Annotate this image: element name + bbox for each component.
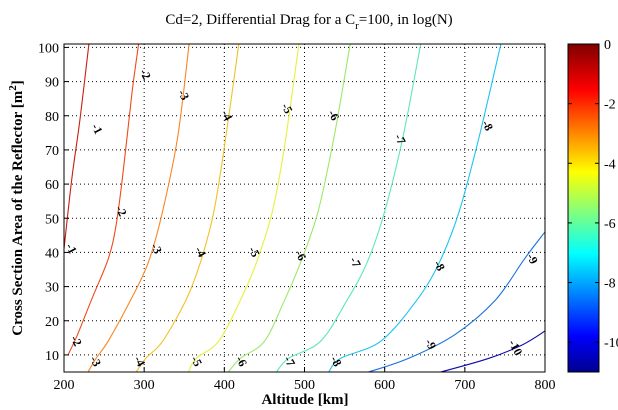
contour-line-neg5 bbox=[187, 44, 300, 372]
contour-lines bbox=[64, 44, 545, 372]
contour-line-neg4 bbox=[135, 44, 240, 372]
colorbar bbox=[567, 43, 600, 373]
contour-line-neg8 bbox=[328, 44, 502, 372]
contour-line-neg3 bbox=[87, 44, 190, 372]
x-tick-label: 300 bbox=[134, 378, 155, 393]
contour-line-neg10 bbox=[440, 330, 545, 372]
y-tick-label: 90 bbox=[45, 76, 59, 91]
x-ticks: 200 300 400 500 600 700 800 bbox=[54, 367, 556, 393]
colorbar-tick-label: -4 bbox=[604, 157, 616, 172]
colorbar-tick-label: 0 bbox=[604, 38, 611, 53]
x-tick-label: 200 bbox=[54, 378, 75, 393]
y-axis-label: Cross Section Area of the Reflector [m2] bbox=[7, 80, 26, 335]
y-tick-label: 30 bbox=[45, 281, 59, 296]
colorbar-tick-label: -10 bbox=[604, 336, 618, 351]
chart-title: Cd=2, Differential Drag for a Cr=100, in… bbox=[165, 12, 452, 32]
y-tick-label: 20 bbox=[45, 315, 59, 330]
colorbar-tick-label: -2 bbox=[604, 98, 616, 113]
contour-label: -10 bbox=[506, 337, 526, 358]
y-tick-label: 10 bbox=[45, 349, 59, 364]
x-tick-label: 500 bbox=[294, 378, 315, 393]
y-tick-label: 70 bbox=[45, 144, 59, 159]
x-tick-label: 800 bbox=[535, 378, 556, 393]
colorbar-tick-label: -8 bbox=[604, 277, 616, 292]
contour-line-neg6 bbox=[227, 44, 351, 372]
colorbar-tick-label: -6 bbox=[604, 217, 616, 232]
x-tick-label: 400 bbox=[214, 378, 235, 393]
y-ticks: 10 20 30 40 50 60 70 80 90 100 bbox=[38, 41, 69, 364]
grid-lines bbox=[64, 44, 545, 372]
y-tick-label: 40 bbox=[45, 246, 59, 261]
x-tick-label: 700 bbox=[454, 378, 475, 393]
y-tick-label: 60 bbox=[45, 178, 59, 193]
x-tick-label: 600 bbox=[374, 378, 395, 393]
y-tick-label: 50 bbox=[45, 212, 59, 227]
contour-line-neg9 bbox=[368, 231, 545, 372]
contour-line-neg2 bbox=[67, 44, 140, 356]
colorbar-ticks: 0 -2 -4 -6 -8 -10 bbox=[568, 38, 618, 351]
y-tick-label: 100 bbox=[38, 41, 59, 56]
x-axis-label: Altitude [km] bbox=[261, 392, 348, 408]
y-tick-label: 80 bbox=[45, 110, 59, 125]
contour-line-neg7 bbox=[275, 44, 422, 372]
